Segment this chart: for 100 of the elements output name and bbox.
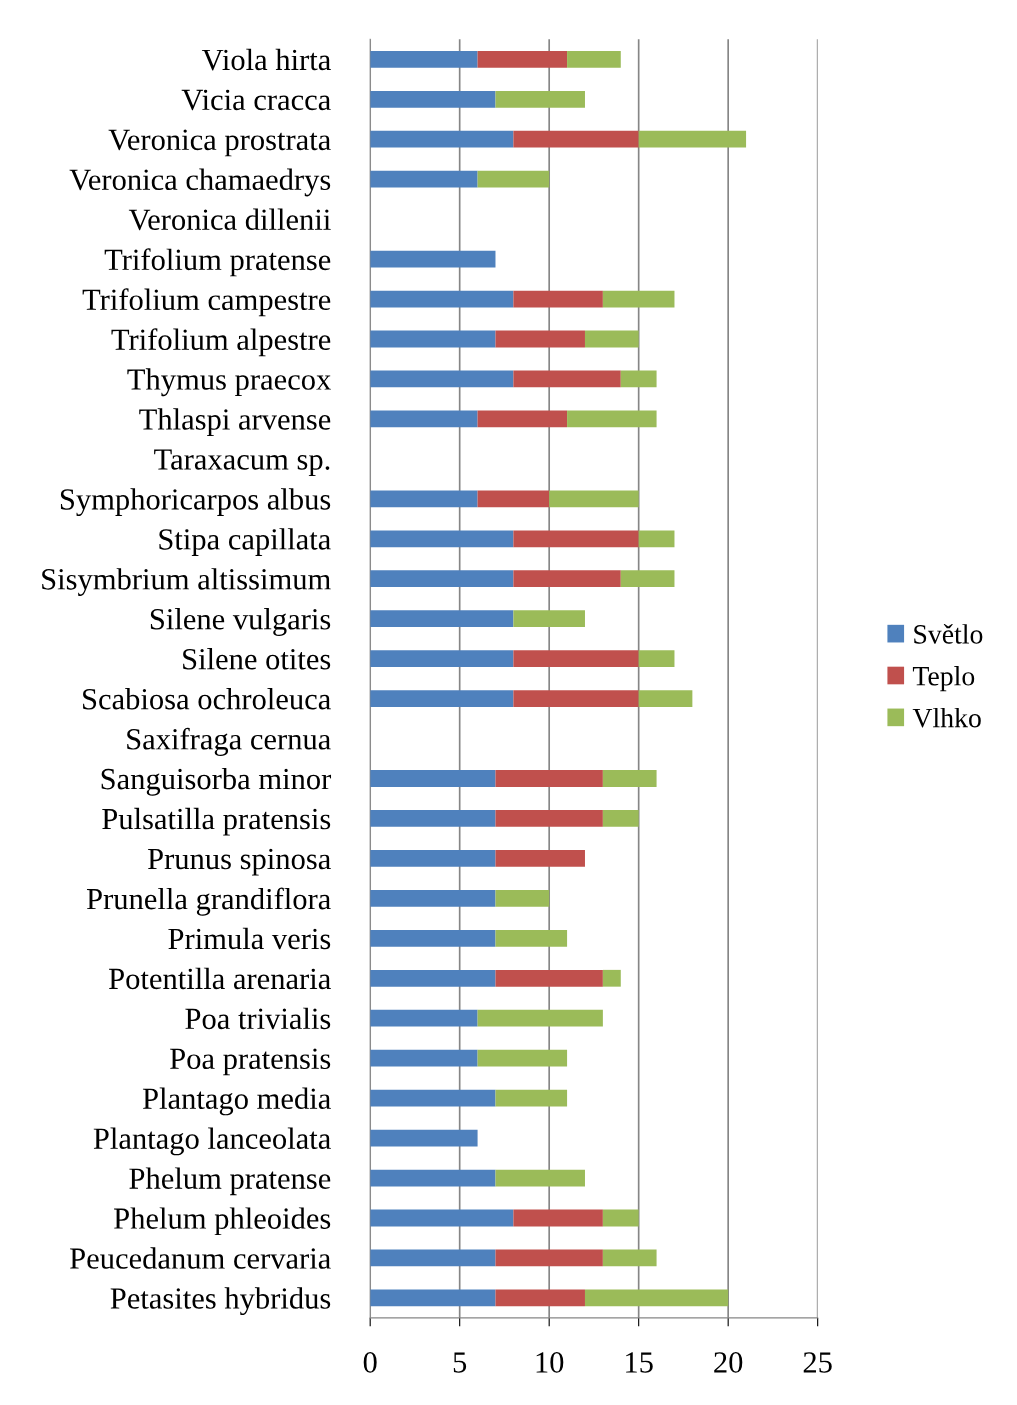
bar xyxy=(620,570,675,588)
y-tick-label: Prunus spinosa xyxy=(147,848,331,876)
x-tick-label: 25 xyxy=(803,1352,832,1373)
bar xyxy=(370,490,478,508)
bar xyxy=(495,770,603,787)
legend-label: Vlhko xyxy=(912,707,981,728)
bar xyxy=(370,250,496,268)
bar xyxy=(584,330,639,348)
bar xyxy=(370,810,496,827)
bar xyxy=(495,929,568,947)
bar xyxy=(370,90,496,108)
bar xyxy=(513,690,639,707)
bar xyxy=(370,570,514,588)
y-tick-label: Sanguisorba minor xyxy=(101,767,332,796)
bar xyxy=(567,50,621,68)
y-tick-label: Trifolium alpestre xyxy=(111,328,331,357)
bar xyxy=(370,170,478,188)
y-tick-label: Veronica prostrata xyxy=(108,129,331,157)
y-tick-label: Silene vulgaris xyxy=(150,608,331,636)
y-tick-label: Pulsatilla pratensis xyxy=(102,807,331,836)
x-tick-label: 5 xyxy=(453,1352,467,1373)
bar xyxy=(370,290,514,308)
bar xyxy=(370,1049,478,1067)
bar xyxy=(513,570,621,588)
legend-label: Světlo xyxy=(914,624,983,644)
bar xyxy=(638,650,675,668)
bar xyxy=(370,610,514,628)
y-tick-label: Taraxacum sp. xyxy=(154,449,330,476)
bar xyxy=(370,330,496,348)
x-tick-label: 15 xyxy=(626,1352,653,1373)
y-tick-label: Veronica chamaedrys xyxy=(69,168,331,197)
y-tick-label: Veronica dillenii xyxy=(128,208,331,231)
bar xyxy=(549,490,639,508)
y-tick-label: Plantago lanceolata xyxy=(93,1127,331,1156)
bar xyxy=(638,530,675,548)
bar xyxy=(370,1009,478,1027)
bar xyxy=(495,889,550,907)
y-tick-label: Plantago media xyxy=(142,1087,331,1116)
y-tick-label: Poa pratensis xyxy=(170,1048,331,1076)
bar xyxy=(513,1209,603,1227)
bar xyxy=(477,1049,568,1067)
bar xyxy=(370,530,514,548)
x-tick-label: 0 xyxy=(363,1352,377,1373)
bar xyxy=(495,1249,603,1267)
y-tick-label: Phelum phleoides xyxy=(114,1207,331,1236)
y-tick-label: Symphoricarpos albus xyxy=(60,488,331,517)
bar xyxy=(602,969,621,987)
y-tick-label: Thlaspi arvense xyxy=(139,408,331,437)
bar xyxy=(370,50,478,68)
y-tick-label: Saxifraga cernua xyxy=(127,727,331,756)
bar xyxy=(495,330,585,348)
bar xyxy=(602,1249,657,1267)
bar xyxy=(370,889,496,907)
bar xyxy=(495,1169,585,1187)
y-tick-label: Primula veris xyxy=(168,927,331,950)
bar xyxy=(495,1289,585,1307)
bar xyxy=(638,130,747,148)
x-tick-label: 20 xyxy=(714,1352,743,1373)
bar xyxy=(513,610,585,628)
bar xyxy=(370,410,478,428)
y-tick-label: Trifolium campestre xyxy=(82,288,331,317)
bar xyxy=(370,650,514,668)
bar xyxy=(370,1209,514,1227)
bar xyxy=(602,290,675,308)
bar xyxy=(638,690,693,707)
bar xyxy=(370,929,496,947)
bar xyxy=(370,130,514,148)
y-tick-label: Prunella grandiflora xyxy=(86,887,331,916)
bar xyxy=(370,690,514,707)
y-tick-label: Silene otites xyxy=(183,648,331,670)
bar xyxy=(477,490,550,508)
bar xyxy=(370,770,496,787)
bar xyxy=(495,90,585,108)
bar xyxy=(477,170,550,188)
y-tick-label: Thymus praecox xyxy=(127,368,331,397)
bar xyxy=(370,1289,496,1307)
bar xyxy=(370,1129,478,1147)
y-tick-label: Vicia cracca xyxy=(181,89,331,111)
bar xyxy=(370,1249,496,1267)
bar xyxy=(370,850,496,867)
bar xyxy=(370,969,496,987)
y-tick-label: Phelum pratense xyxy=(129,1167,331,1196)
y-tick-label: Poa trivialis xyxy=(185,1007,331,1030)
bar xyxy=(495,850,585,867)
bar xyxy=(513,650,639,668)
bar xyxy=(602,1209,639,1227)
bar xyxy=(477,50,568,68)
bar xyxy=(370,1089,496,1107)
legend-label: Teplo xyxy=(912,666,975,692)
bar xyxy=(495,969,603,987)
bar xyxy=(567,410,657,428)
bar xyxy=(513,530,639,548)
y-tick-label: Scabiosa ochroleuca xyxy=(83,687,331,710)
bar xyxy=(602,810,639,827)
y-tick-label: Sisymbrium altissimum xyxy=(42,568,331,596)
y-tick-label: Stipa capillata xyxy=(159,528,331,556)
bar xyxy=(477,1009,603,1027)
bar xyxy=(513,370,621,388)
y-tick-label: Petasites hybridus xyxy=(110,1287,331,1316)
bar xyxy=(620,370,657,388)
